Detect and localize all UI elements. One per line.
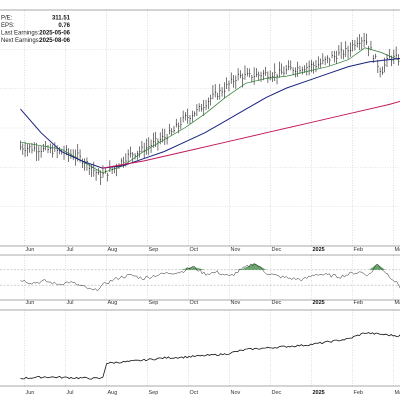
- x-tick-labels: Jun Jun Jun Jul Jul Jul Aug Aug Aug Sep Sep Sep Oct O…: [26, 247, 400, 396]
- grid: [0, 10, 400, 386]
- next-earnings-label: Next Earnings:: [1, 38, 41, 44]
- x-tick-label: Sep: [149, 300, 159, 306]
- fundamentals-box: P/E: 311.51 EPS: 0.76 Last Earnings: 202…: [1, 16, 71, 45]
- x-tick-label: 2025: [313, 247, 325, 253]
- x-tick-label: 2025: [313, 300, 325, 306]
- oscillator-line: [20, 263, 400, 292]
- ma_short-line: [20, 47, 400, 174]
- x-tick-label: 2025: [313, 390, 325, 396]
- x-tick-label: Jul: [67, 300, 74, 306]
- last-earnings-value: 2025-05-06: [39, 31, 70, 37]
- x-tick-label: Aug: [108, 390, 118, 396]
- x-tick-label: Aug: [108, 300, 118, 306]
- x-tick-label: Jul: [67, 247, 74, 253]
- panel-borders: [0, 9, 400, 387]
- pe-value: 311.51: [52, 16, 71, 22]
- x-tick-label: Jun: [26, 390, 35, 396]
- x-tick-label: Mar: [395, 247, 400, 253]
- eps-value: 0.76: [58, 23, 70, 29]
- x-tick-label: Dec: [272, 390, 282, 396]
- x-tick-label: Jun: [26, 247, 35, 253]
- eps-label: EPS:: [1, 23, 15, 29]
- x-tick-label: Feb: [354, 247, 363, 253]
- chart-marks: [0, 32, 400, 380]
- lower-panel-line: [20, 332, 400, 380]
- x-tick-label: Mar: [395, 300, 400, 306]
- x-tick-label: Nov: [231, 300, 241, 306]
- x-tick-label: Jul: [67, 390, 74, 396]
- pe-label: P/E:: [1, 16, 13, 22]
- ma_mid-line: [20, 57, 400, 169]
- oscillator-fill: [20, 263, 400, 270]
- x-tick-label: Nov: [231, 390, 241, 396]
- ma_long-line: [102, 100, 400, 169]
- x-tick-label: Feb: [354, 390, 363, 396]
- x-tick-label: Mar: [395, 390, 400, 396]
- x-tick-label: Oct: [190, 390, 199, 396]
- x-tick-label: Aug: [108, 247, 118, 253]
- x-tick-label: Oct: [190, 247, 199, 253]
- x-tick-label: Dec: [272, 247, 282, 253]
- x-tick-label: Sep: [149, 247, 159, 253]
- x-tick-label: Oct: [190, 300, 199, 306]
- x-tick-label: Dec: [272, 300, 282, 306]
- x-tick-label: Nov: [231, 247, 241, 253]
- last-earnings-label: Last Earnings:: [1, 31, 40, 37]
- x-tick-label: Sep: [149, 390, 159, 396]
- next-earnings-value: 2025-08-06: [39, 38, 70, 44]
- x-tick-label: Jun: [26, 300, 35, 306]
- x-tick-label: Feb: [354, 300, 363, 306]
